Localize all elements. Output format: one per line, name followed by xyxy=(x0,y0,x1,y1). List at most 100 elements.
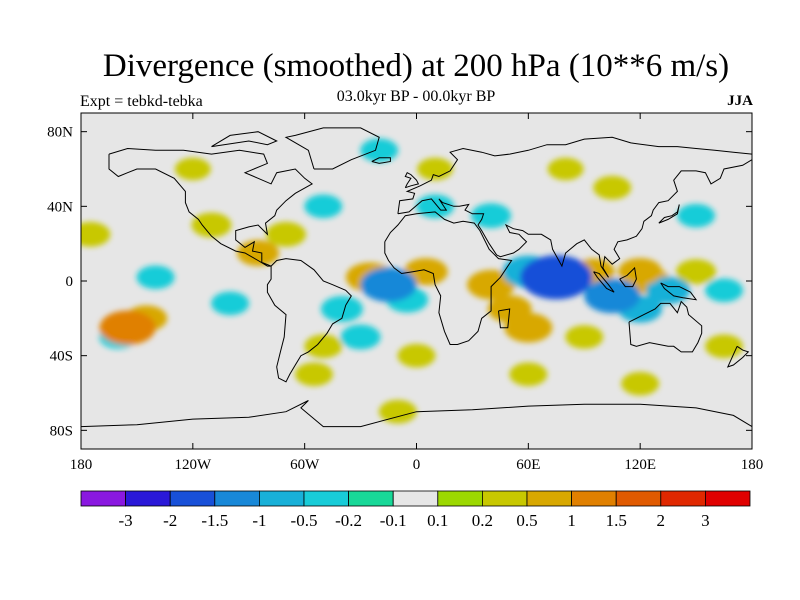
divergence-field xyxy=(81,138,744,424)
colorbar-label: -1 xyxy=(252,511,266,530)
lat-tick-label: 40N xyxy=(47,199,73,215)
colorbar-swatch xyxy=(526,490,572,507)
colorbar-swatch xyxy=(660,490,706,507)
divergence-anomaly xyxy=(304,334,343,359)
divergence-anomaly xyxy=(676,259,717,285)
coastline xyxy=(404,172,420,189)
coastline xyxy=(371,157,391,164)
divergence-anomaly xyxy=(593,175,632,200)
divergence-anomaly xyxy=(397,343,436,368)
coastline xyxy=(726,345,750,368)
lon-tick-label: 180 xyxy=(70,457,93,473)
colorbar-label: 3 xyxy=(701,511,710,530)
coastline xyxy=(108,147,314,267)
lat-tick-label: 40S xyxy=(50,349,73,365)
coastline xyxy=(384,211,513,345)
coastline xyxy=(628,300,703,353)
colorbar-label: -1.5 xyxy=(201,511,228,530)
divergence-anomaly xyxy=(304,194,343,219)
coastline xyxy=(211,131,278,148)
lat-tick-label: 80S xyxy=(50,423,73,439)
colorbar-swatch xyxy=(125,490,171,507)
coastline xyxy=(284,127,380,170)
plot-title: Divergence (smoothed) at 200 hPa (10**6 … xyxy=(102,48,730,84)
colorbar-label: -0.2 xyxy=(335,511,362,530)
colorbar-swatch xyxy=(705,490,751,507)
divergence-anomaly xyxy=(621,371,660,396)
divergence-anomaly-core xyxy=(331,302,353,316)
lon-tick-label: 120W xyxy=(174,457,212,473)
divergence-anomaly xyxy=(191,212,232,238)
colorbar-label: 0.1 xyxy=(427,511,448,530)
colorbar-label: 1 xyxy=(567,511,576,530)
colorbar-label: 0.5 xyxy=(516,511,537,530)
colorbar-swatch xyxy=(392,490,439,507)
divergence-anomaly-core xyxy=(374,276,403,294)
colorbar-swatch xyxy=(80,490,126,507)
coastline xyxy=(660,282,698,301)
axis-ticks: 80N 40N 0 40S 80S 180 120W 60W 0 60E 120E 180 xyxy=(47,113,763,473)
colorbar-swatch xyxy=(348,490,394,507)
colorbar-label: 0.2 xyxy=(472,511,493,530)
coastline xyxy=(658,204,680,224)
divergence-anomaly xyxy=(565,325,604,349)
colorbar-label: 2 xyxy=(657,511,666,530)
coastline xyxy=(81,400,752,428)
divergence-anomaly-core xyxy=(629,264,652,279)
divergence-anomaly-core xyxy=(516,320,541,336)
lat-tick-label: 80N xyxy=(47,125,73,141)
colorbar-swatch xyxy=(258,490,305,507)
experiment-label: Expt = tebkd-tebka xyxy=(80,93,203,110)
colorbar-label: 1.5 xyxy=(606,511,627,530)
colorbar-swatch xyxy=(571,490,617,507)
divergence-anomaly xyxy=(136,265,175,290)
coastline xyxy=(397,136,752,214)
lon-tick-label: 180 xyxy=(741,457,764,473)
divergence-anomaly xyxy=(211,291,250,316)
coastline xyxy=(266,258,352,383)
lon-tick-label: 0 xyxy=(413,457,421,473)
coastline xyxy=(498,308,511,329)
coastline xyxy=(397,159,752,278)
coastline xyxy=(593,271,615,293)
colorbar-swatch xyxy=(303,490,349,507)
divergence-anomaly xyxy=(360,138,399,163)
divergence-anomaly xyxy=(378,399,417,424)
colorbar-swatch xyxy=(169,490,216,507)
lon-tick-label: 120E xyxy=(624,457,656,473)
lon-tick-label: 60W xyxy=(290,457,320,473)
colorbar-label: -0.1 xyxy=(380,511,407,530)
divergence-anomaly-core xyxy=(414,264,437,279)
divergence-anomaly xyxy=(416,194,455,219)
divergence-anomaly xyxy=(81,221,111,247)
divergence-anomaly xyxy=(340,324,381,350)
divergence-anomaly xyxy=(471,203,512,229)
colorbar-swatch xyxy=(615,490,662,507)
colorbar-swatch xyxy=(214,490,260,507)
divergence-anomaly xyxy=(509,362,548,387)
divergence-anomaly-core xyxy=(538,266,575,289)
time-range-label: 03.0kyr BP - 00.0kyr BP xyxy=(336,88,496,105)
divergence-anomaly-core xyxy=(657,283,680,298)
divergence-anomaly-core xyxy=(247,246,269,260)
divergence-anomaly-core xyxy=(113,319,142,337)
coastlines xyxy=(81,127,752,428)
colorbar-swatch xyxy=(437,490,483,507)
season-label: JJA xyxy=(727,93,753,109)
divergence-anomaly xyxy=(266,221,307,247)
colorbar-label: -0.5 xyxy=(291,511,318,530)
lon-tick-label: 60E xyxy=(516,457,540,473)
lat-tick-label: 0 xyxy=(66,274,74,290)
colorbar-label: -3 xyxy=(119,511,133,530)
divergence-anomaly xyxy=(677,203,716,228)
divergence-anomaly xyxy=(547,157,584,181)
divergence-anomaly-core xyxy=(598,287,627,305)
divergence-anomaly xyxy=(705,334,744,359)
coastline xyxy=(619,266,637,288)
divergence-anomaly xyxy=(705,278,744,303)
divergence-anomaly xyxy=(417,157,454,181)
colorbar-label: -2 xyxy=(163,511,177,530)
divergence-anomaly xyxy=(174,157,211,181)
colorbar: -3 -2 -1.5 -1 -0.5 -0.2 -0.1 0.1 0.2 0.5 1 1.5 2 3 xyxy=(80,490,751,530)
